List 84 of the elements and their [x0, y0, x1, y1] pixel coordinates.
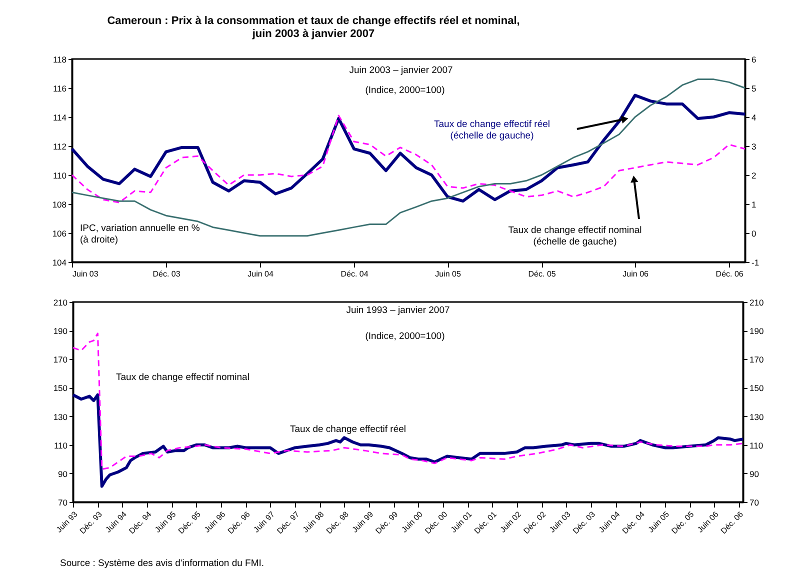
x-tick-label: Déc. 01	[472, 509, 499, 536]
y-tick-label: 118	[52, 54, 67, 64]
x-tick-label: Déc. 02	[522, 509, 548, 536]
x-tick-label: Juin 95	[153, 509, 178, 534]
y-tick-label: 112	[52, 142, 67, 152]
y2-tick-label: 3	[752, 142, 756, 152]
x-tick-label: Déc. 05	[528, 270, 556, 278]
line-series	[70, 94, 746, 203]
line-series	[72, 393, 744, 488]
series-label: Taux de change effectif réel	[290, 424, 406, 435]
x-tick-label: Juin 06	[622, 270, 650, 278]
x-tick-label: Juin 93	[54, 509, 80, 534]
x-tick-label: Juin 05	[646, 509, 672, 534]
x-tick-label: Déc. 03	[571, 509, 598, 536]
y2-tick-label: 210	[750, 298, 764, 308]
x-tick-label: Déc. 06	[716, 270, 744, 278]
y2-tick-label: 6	[752, 54, 756, 64]
y2-tick-label: 170	[750, 354, 764, 365]
x-tick-label: Juin 04	[597, 509, 622, 534]
x-tick-label: Juin 96	[202, 509, 228, 534]
y-tick-label: 106	[52, 228, 67, 238]
y-tick-label: 170	[53, 354, 68, 365]
y-tick-label: 90	[58, 468, 68, 479]
y2-tick-label: 190	[750, 326, 764, 336]
y-tick-label: 210	[53, 298, 68, 308]
x-tick-label: Déc. 05	[670, 509, 696, 536]
x-tick-label: Juin 01	[449, 509, 474, 534]
x-tick-label: Juin 04	[248, 270, 274, 278]
y-tick-label: 116	[52, 84, 67, 94]
x-tick-label: Juin 99	[350, 509, 376, 534]
x-tick-label: Juin 03	[72, 270, 99, 278]
series-label: IPC, variation annuelle en % (à droite)	[80, 223, 200, 246]
y-tick-label: 104	[52, 258, 67, 268]
line-series	[71, 114, 746, 204]
y2-tick-label: 2	[752, 170, 756, 180]
x-tick-label: Juin 03	[548, 509, 573, 534]
y2-tick-label: 70	[750, 498, 760, 508]
x-tick-label: Juin 94	[104, 509, 129, 534]
x-tick-label: Déc. 97	[275, 509, 302, 536]
y2-tick-label: 5	[752, 84, 756, 94]
x-tick-label: Juin 06	[696, 509, 721, 534]
y-tick-label: 70	[58, 498, 68, 508]
annotation: (Indice, 2000=100)	[365, 331, 445, 342]
y2-tick-label: 0	[752, 228, 756, 238]
text: Taux de change effectif nominal (échelle de gauche)	[508, 225, 642, 248]
source-note: Source : Système des avis d'information du FMI.	[60, 558, 264, 569]
text: Taux de change effectif réel (échelle de gauche)	[434, 119, 550, 142]
x-tick-label: Déc. 93	[78, 509, 104, 536]
x-tick-label: Déc. 00	[423, 509, 450, 536]
annotation: Juin 1993 – janvier 2007	[346, 305, 450, 316]
y2-tick-label: 110	[750, 440, 764, 450]
x-tick-label: Déc. 94	[127, 509, 154, 536]
x-tick-label: Juin 97	[252, 509, 277, 534]
x-tick-label: Juin 98	[301, 509, 326, 534]
x-tick-label: Déc. 06	[719, 509, 746, 536]
y-tick-label: 114	[52, 112, 67, 122]
x-tick-label: Juin 05	[435, 270, 462, 278]
line-series	[71, 78, 746, 237]
line-series	[72, 332, 744, 470]
y-tick-label: 108	[52, 200, 67, 210]
y-tick-label: 150	[53, 383, 68, 394]
y2-tick-label: 90	[750, 468, 760, 479]
x-tick-label: Déc. 95	[176, 509, 203, 536]
annotation: (Indice, 2000=100)	[365, 85, 445, 96]
x-tick-label: Déc. 04	[340, 270, 369, 278]
series-label: Taux de change effectif nominal	[116, 372, 250, 383]
y2-tick-label: -1	[752, 258, 760, 268]
chart-title: Cameroun : Prix à la consommation et taux de change effectifs réel et nominal, juin 2003 à janvier 2007	[107, 15, 520, 40]
x-tick-label: Juin 00	[400, 509, 425, 534]
y2-tick-label: 130	[750, 412, 764, 422]
x-tick-label: Déc. 98	[324, 509, 351, 536]
y2-tick-label: 1	[752, 200, 756, 210]
y2-tick-label: 4	[752, 112, 756, 122]
y2-tick-label: 150	[750, 383, 764, 394]
x-tick-label: Déc. 03	[152, 270, 181, 278]
x-tick-label: Déc. 04	[620, 509, 647, 536]
x-tick-label: Juin 02	[498, 509, 524, 534]
y-tick-label: 130	[53, 412, 68, 422]
y-tick-label: 190	[53, 326, 68, 336]
x-tick-label: Déc. 99	[374, 509, 400, 536]
y-tick-label: 110	[52, 170, 67, 180]
annotation: Juin 2003 – janvier 2007	[349, 65, 453, 76]
x-tick-label: Déc. 96	[226, 509, 252, 536]
y-tick-label: 110	[54, 440, 68, 450]
